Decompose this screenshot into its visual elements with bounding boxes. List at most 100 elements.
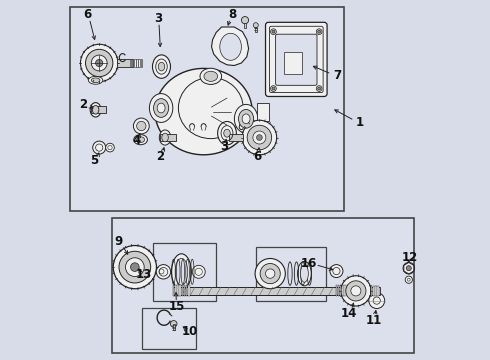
Circle shape [125, 258, 144, 276]
FancyBboxPatch shape [266, 22, 327, 96]
Ellipse shape [172, 254, 192, 290]
Bar [256, 247, 326, 301]
Text: 12: 12 [402, 251, 418, 264]
Circle shape [156, 265, 171, 279]
Circle shape [119, 251, 151, 283]
Circle shape [253, 23, 258, 28]
Bar [349, 285, 350, 296]
Ellipse shape [157, 103, 165, 113]
Ellipse shape [134, 135, 147, 145]
Bar [71, 7, 344, 211]
Text: 2: 2 [79, 98, 87, 111]
Circle shape [318, 30, 320, 33]
Ellipse shape [91, 78, 100, 83]
Bar [338, 285, 339, 296]
Bar [375, 286, 377, 296]
Bar [342, 285, 343, 296]
Bar [351, 285, 352, 296]
Ellipse shape [178, 77, 243, 139]
Bar [160, 134, 176, 141]
Ellipse shape [220, 33, 242, 60]
Circle shape [318, 87, 320, 90]
Circle shape [369, 293, 385, 309]
Text: 6: 6 [253, 150, 262, 163]
Bar [257, 103, 270, 121]
Bar [173, 287, 353, 295]
Circle shape [253, 131, 266, 144]
Text: 14: 14 [341, 307, 357, 320]
Text: 10: 10 [182, 325, 198, 338]
Circle shape [260, 264, 280, 284]
Bar [143, 308, 196, 349]
Circle shape [266, 269, 275, 278]
Circle shape [247, 125, 271, 150]
Circle shape [242, 120, 277, 155]
Circle shape [113, 246, 156, 289]
Bar [244, 23, 246, 28]
Text: 13: 13 [136, 268, 152, 281]
Bar [91, 106, 106, 113]
Bar [371, 286, 372, 296]
Circle shape [242, 17, 248, 24]
Circle shape [80, 44, 118, 82]
Bar [134, 59, 136, 67]
Circle shape [106, 143, 114, 152]
Bar [173, 285, 174, 296]
Circle shape [270, 86, 276, 91]
Text: 11: 11 [366, 314, 382, 327]
Bar [346, 285, 348, 296]
Bar [184, 285, 185, 296]
Ellipse shape [88, 76, 103, 84]
Bar [177, 285, 179, 296]
Ellipse shape [137, 137, 145, 143]
Circle shape [255, 258, 285, 289]
Ellipse shape [218, 122, 236, 145]
Text: 2: 2 [156, 150, 165, 163]
Text: 6: 6 [84, 8, 92, 21]
Bar [377, 286, 379, 296]
Ellipse shape [175, 258, 188, 285]
Circle shape [270, 29, 276, 35]
Bar [340, 285, 342, 296]
Bar [136, 59, 138, 67]
Ellipse shape [92, 105, 99, 114]
Circle shape [272, 87, 275, 90]
Ellipse shape [158, 62, 165, 71]
Ellipse shape [149, 94, 173, 122]
Ellipse shape [224, 129, 230, 137]
Bar [139, 59, 140, 67]
Circle shape [405, 276, 413, 283]
Bar [179, 285, 181, 296]
Circle shape [272, 30, 275, 33]
Ellipse shape [234, 104, 258, 133]
Text: 15: 15 [169, 300, 185, 313]
Text: 8: 8 [228, 8, 237, 21]
Circle shape [316, 86, 322, 91]
Circle shape [130, 263, 139, 271]
Polygon shape [212, 27, 248, 66]
Bar [344, 285, 346, 296]
Bar [186, 285, 187, 296]
Bar [284, 52, 301, 74]
Bar [132, 59, 133, 67]
Text: 3: 3 [220, 140, 228, 153]
Circle shape [341, 276, 371, 306]
Circle shape [91, 55, 107, 71]
Circle shape [403, 262, 415, 274]
Ellipse shape [200, 68, 221, 85]
Circle shape [346, 281, 366, 301]
Bar [336, 285, 337, 296]
Text: 9: 9 [114, 235, 122, 248]
Bar [172, 324, 175, 330]
Circle shape [351, 286, 361, 296]
Bar [175, 285, 176, 296]
Text: 5: 5 [90, 154, 98, 167]
Circle shape [93, 141, 106, 154]
Ellipse shape [159, 130, 171, 145]
Bar [112, 218, 414, 353]
Circle shape [133, 118, 149, 134]
Ellipse shape [297, 261, 311, 286]
Bar [188, 285, 190, 296]
Ellipse shape [204, 71, 218, 81]
Bar [182, 285, 183, 296]
